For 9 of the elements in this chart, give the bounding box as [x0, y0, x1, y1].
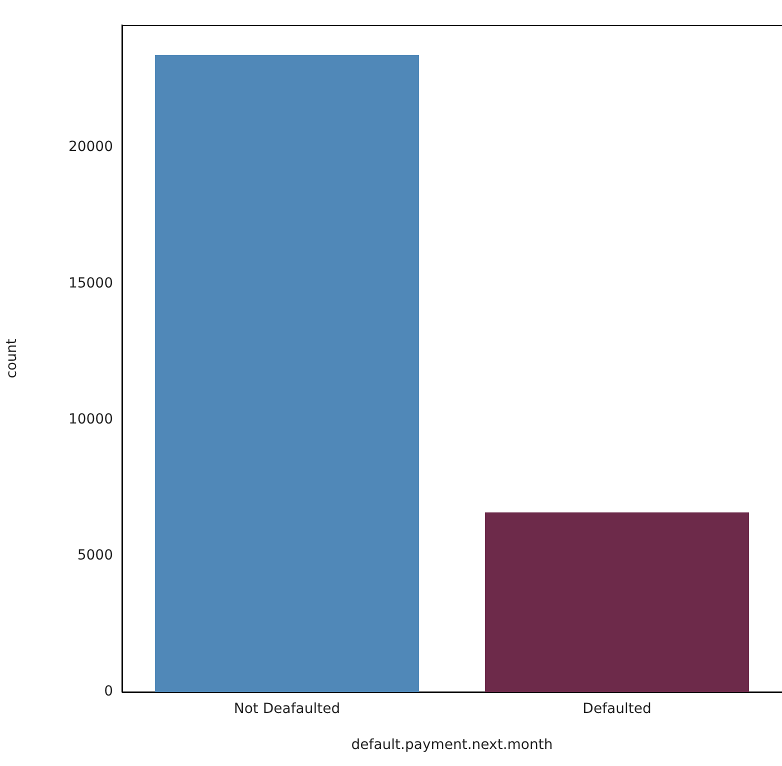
y-tick-label: 10000 [68, 411, 113, 428]
x-axis-title: default.payment.next.month [351, 737, 553, 754]
x-tick-label: Defaulted [582, 701, 652, 718]
y-tick-label: 5000 [77, 548, 113, 564]
y-tick-label: 15000 [68, 275, 113, 292]
y-axis-title: count [4, 338, 20, 378]
x-tick-label: Not Deafaulted [234, 701, 340, 718]
y-tick-label: 20000 [68, 139, 113, 156]
y-tick-label: 0 [104, 684, 113, 700]
